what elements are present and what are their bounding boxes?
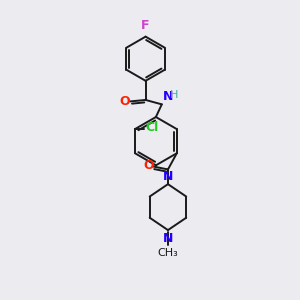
Text: O: O	[143, 158, 154, 172]
Text: N: N	[163, 170, 173, 183]
Text: CH₃: CH₃	[158, 248, 178, 258]
Text: N: N	[163, 232, 173, 244]
Text: O: O	[120, 95, 130, 108]
Text: Cl: Cl	[146, 122, 159, 134]
Text: H: H	[170, 90, 178, 100]
Text: F: F	[141, 19, 150, 32]
Text: N: N	[163, 90, 173, 103]
